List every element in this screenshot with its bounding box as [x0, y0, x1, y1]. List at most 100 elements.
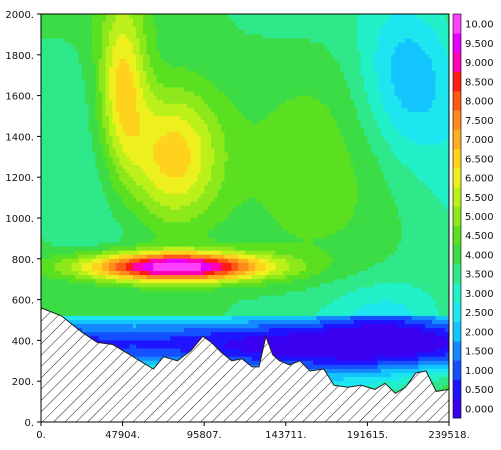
contour-cell — [115, 18, 120, 23]
contour-cell — [357, 144, 362, 150]
contour-cell — [58, 156, 62, 162]
contour-cell — [149, 18, 154, 23]
contour-cell — [41, 120, 45, 125]
contour-cell — [44, 120, 49, 125]
contour-cell — [377, 22, 382, 27]
contour-cell — [398, 62, 402, 68]
contour-cell — [442, 87, 447, 93]
contour-cell — [78, 22, 83, 27]
contour-cell — [333, 107, 338, 113]
contour-cell — [268, 62, 273, 68]
contour-cell — [68, 38, 73, 44]
contour-cell — [377, 30, 382, 35]
contour-cell — [255, 181, 260, 186]
contour-cell — [428, 177, 433, 182]
contour-cell — [153, 140, 158, 146]
contour-cell — [211, 87, 215, 93]
contour-cell — [156, 83, 161, 89]
contour-cell — [289, 103, 294, 109]
contour-cell — [292, 169, 297, 174]
contour-cell — [54, 71, 59, 76]
contour-cell — [238, 144, 243, 150]
contour-cell — [47, 30, 52, 35]
contour-cell — [370, 14, 375, 19]
contour-cell — [364, 67, 368, 72]
contour-cell — [177, 107, 181, 113]
contour-cell — [58, 58, 62, 64]
contour-cell — [415, 71, 419, 76]
contour-cell — [445, 156, 449, 162]
contour-cell — [367, 169, 372, 174]
contour-cell — [381, 169, 385, 174]
contour-cell — [183, 144, 188, 150]
contour-cell — [408, 111, 413, 117]
contour-cell — [428, 120, 433, 125]
contour-cell — [234, 38, 239, 44]
contour-cell — [313, 120, 317, 125]
contour-cell — [187, 71, 192, 76]
contour-cell — [102, 132, 107, 137]
contour-cell — [139, 107, 144, 113]
contour-cell — [163, 144, 168, 150]
contour-cell — [268, 132, 273, 137]
contour-cell — [180, 132, 185, 137]
contour-cell — [323, 62, 328, 68]
contour-cell — [432, 71, 436, 76]
contour-cell — [132, 38, 137, 44]
contour-cell — [187, 148, 192, 154]
contour-cell — [282, 128, 287, 133]
contour-cell — [384, 30, 389, 35]
contour-cell — [126, 71, 130, 76]
contour-cell — [143, 169, 147, 174]
contour-cell — [367, 46, 372, 52]
contour-cell — [166, 169, 171, 174]
contour-cell — [180, 103, 185, 109]
contour-cell — [255, 34, 260, 40]
contour-cell — [228, 136, 232, 142]
contour-cell — [299, 67, 304, 72]
contour-cell — [445, 136, 449, 142]
contour-cell — [398, 148, 402, 154]
contour-cell — [387, 120, 392, 125]
contour-cell — [425, 71, 430, 76]
contour-cell — [112, 103, 117, 109]
contour-cell — [177, 79, 181, 84]
contour-cell — [41, 18, 45, 23]
contour-cell — [112, 67, 117, 72]
contour-cell — [248, 62, 253, 68]
contour-cell — [102, 50, 107, 56]
contour-cell — [102, 54, 107, 60]
contour-cell — [282, 144, 287, 150]
contour-cell — [112, 120, 117, 125]
contour-cell — [177, 87, 181, 93]
contour-cell — [217, 79, 222, 84]
contour-cell — [377, 140, 382, 146]
contour-cell — [268, 181, 273, 186]
contour-cell — [415, 54, 419, 60]
contour-cell — [289, 160, 294, 166]
contour-cell — [126, 148, 130, 154]
contour-cell — [333, 111, 338, 117]
contour-cell — [268, 169, 273, 174]
contour-cell — [41, 58, 45, 64]
contour-cell — [129, 91, 134, 97]
contour-cell — [326, 156, 331, 162]
contour-cell — [109, 128, 113, 133]
contour-cell — [241, 120, 246, 125]
contour-cell — [217, 38, 222, 44]
contour-cell — [170, 71, 175, 76]
contour-cell — [387, 116, 392, 121]
contour-cell — [255, 148, 260, 154]
contour-cell — [85, 14, 90, 19]
contour-cell — [88, 111, 93, 117]
contour-cell — [272, 46, 277, 52]
contour-cell — [61, 54, 66, 60]
contour-cell — [85, 120, 90, 125]
contour-cell — [347, 173, 351, 178]
contour-cell — [200, 120, 205, 125]
contour-cell — [326, 42, 331, 48]
contour-cell — [44, 99, 49, 105]
contour-cell — [279, 79, 283, 84]
contour-cell — [194, 58, 198, 64]
contour-cell — [197, 148, 202, 154]
